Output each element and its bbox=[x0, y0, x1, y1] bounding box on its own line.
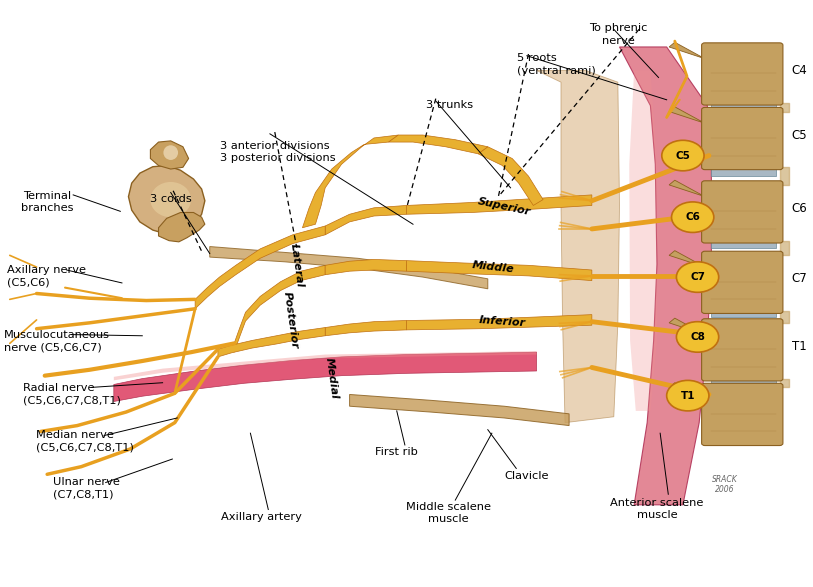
Text: Axillary artery: Axillary artery bbox=[221, 512, 302, 522]
Polygon shape bbox=[478, 147, 543, 205]
Bar bbox=[711, 309, 776, 317]
Text: SRACK
2006: SRACK 2006 bbox=[712, 474, 738, 494]
Text: Anterior scalene
muscle: Anterior scalene muscle bbox=[611, 498, 703, 520]
Circle shape bbox=[662, 140, 704, 171]
Text: Clavicle: Clavicle bbox=[504, 471, 549, 481]
Bar bbox=[711, 168, 776, 177]
Text: C4: C4 bbox=[792, 64, 807, 77]
FancyBboxPatch shape bbox=[702, 107, 783, 170]
Polygon shape bbox=[210, 247, 488, 289]
Polygon shape bbox=[302, 135, 398, 228]
FancyBboxPatch shape bbox=[702, 383, 783, 446]
Polygon shape bbox=[406, 261, 592, 281]
Text: To phrenic
nerve: To phrenic nerve bbox=[589, 23, 647, 46]
Polygon shape bbox=[114, 351, 537, 380]
Circle shape bbox=[676, 262, 719, 292]
FancyBboxPatch shape bbox=[702, 43, 783, 105]
Polygon shape bbox=[159, 212, 205, 242]
Text: 3 cords: 3 cords bbox=[150, 194, 192, 204]
Text: Ulnar nerve
(C7,C8,T1): Ulnar nerve (C7,C8,T1) bbox=[53, 477, 120, 499]
Polygon shape bbox=[350, 394, 569, 426]
Bar bbox=[711, 240, 776, 248]
Polygon shape bbox=[325, 321, 406, 336]
Text: C6: C6 bbox=[792, 202, 807, 215]
Polygon shape bbox=[620, 47, 711, 505]
Text: Middle scalene
muscle: Middle scalene muscle bbox=[406, 502, 491, 524]
Ellipse shape bbox=[150, 182, 191, 217]
Circle shape bbox=[667, 380, 709, 411]
Text: Posterior: Posterior bbox=[282, 291, 300, 349]
Ellipse shape bbox=[163, 146, 178, 160]
Text: C5: C5 bbox=[792, 129, 807, 141]
Circle shape bbox=[672, 202, 714, 232]
Polygon shape bbox=[325, 205, 406, 235]
Text: Musculocutaneous
nerve (C5,C6,C7): Musculocutaneous nerve (C5,C6,C7) bbox=[4, 330, 110, 352]
Polygon shape bbox=[128, 166, 205, 235]
FancyBboxPatch shape bbox=[702, 181, 783, 243]
Text: Lateral: Lateral bbox=[289, 242, 305, 288]
Text: 5 roots
(ventral rami): 5 roots (ventral rami) bbox=[517, 53, 596, 75]
Text: Axillary nerve
(C5,C6): Axillary nerve (C5,C6) bbox=[7, 265, 85, 288]
Text: T1: T1 bbox=[792, 340, 806, 353]
Text: C5: C5 bbox=[676, 150, 690, 161]
Text: Middle: Middle bbox=[471, 260, 515, 274]
Text: C6: C6 bbox=[685, 212, 700, 222]
FancyBboxPatch shape bbox=[702, 319, 783, 381]
FancyBboxPatch shape bbox=[702, 251, 783, 313]
Text: Median nerve
(C5,C6,C7,C8,T1): Median nerve (C5,C6,C7,C8,T1) bbox=[36, 430, 133, 452]
Text: First rib: First rib bbox=[376, 447, 418, 457]
Text: C8: C8 bbox=[690, 332, 705, 342]
Text: Superior: Superior bbox=[476, 196, 532, 217]
Polygon shape bbox=[325, 259, 406, 275]
Text: C7: C7 bbox=[792, 272, 807, 285]
Text: C7: C7 bbox=[690, 272, 705, 282]
Polygon shape bbox=[114, 352, 537, 402]
Polygon shape bbox=[669, 107, 705, 123]
Bar bbox=[711, 375, 776, 383]
Text: Radial nerve
(C5,C6,C7,C8,T1): Radial nerve (C5,C6,C7,C8,T1) bbox=[23, 383, 120, 405]
Text: 3 trunks: 3 trunks bbox=[426, 100, 473, 110]
Text: Terminal
branches: Terminal branches bbox=[21, 191, 73, 213]
Polygon shape bbox=[669, 251, 705, 267]
Polygon shape bbox=[389, 135, 488, 154]
Polygon shape bbox=[669, 318, 705, 335]
Text: Medial: Medial bbox=[324, 357, 340, 400]
Polygon shape bbox=[218, 328, 325, 357]
Text: T1: T1 bbox=[680, 390, 695, 401]
Circle shape bbox=[676, 322, 719, 352]
Text: Inferior: Inferior bbox=[479, 315, 526, 328]
Polygon shape bbox=[669, 383, 705, 399]
Text: 3 anterior divisions
3 posterior divisions: 3 anterior divisions 3 posterior divisio… bbox=[220, 141, 335, 163]
Polygon shape bbox=[669, 180, 705, 197]
Polygon shape bbox=[537, 70, 620, 423]
Polygon shape bbox=[406, 315, 592, 330]
Polygon shape bbox=[234, 265, 325, 352]
Bar bbox=[711, 99, 776, 107]
Polygon shape bbox=[629, 70, 657, 411]
Polygon shape bbox=[669, 42, 705, 59]
Polygon shape bbox=[195, 226, 325, 309]
Polygon shape bbox=[150, 141, 189, 169]
Polygon shape bbox=[406, 195, 592, 214]
